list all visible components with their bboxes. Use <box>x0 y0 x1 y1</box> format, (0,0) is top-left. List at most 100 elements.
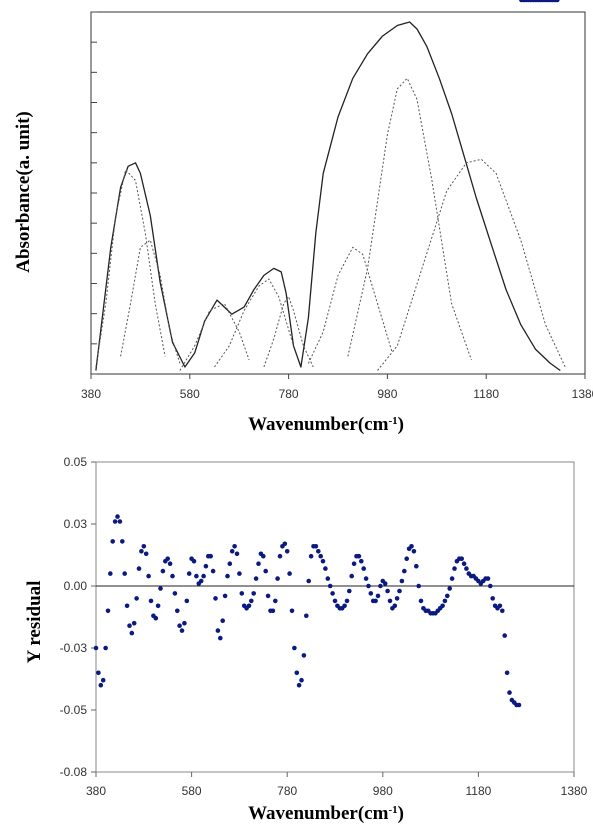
residual-point <box>120 539 125 544</box>
residual-point <box>105 608 111 614</box>
residual-point <box>320 558 326 564</box>
residual-point <box>368 591 374 596</box>
residual-point <box>504 670 510 676</box>
residual-x-tick-label: 380 <box>86 784 106 798</box>
absorbance-x-tick-label: 580 <box>180 387 200 401</box>
residual-y-tick-label: -0.03 <box>60 641 88 655</box>
residual-point <box>452 566 457 571</box>
absorbance-component-6 <box>307 246 393 364</box>
residual-point <box>282 541 288 547</box>
residual-point <box>148 598 154 604</box>
residual-point <box>399 578 405 584</box>
residual-point <box>143 551 149 557</box>
residual-point <box>131 620 137 626</box>
absorbance-component-5 <box>263 296 314 368</box>
residual-point <box>349 573 355 579</box>
absorbance-x-tick-label: 1380 <box>572 387 593 401</box>
residual-point <box>342 603 347 609</box>
residual-point <box>402 568 407 574</box>
residual-y-ticks: 0.05 0.03 0.00 -0.03 -0.05 -0.08 <box>60 455 96 779</box>
residual-point <box>129 630 135 636</box>
residual-point <box>373 598 378 604</box>
residual-point <box>277 553 283 559</box>
residual-point <box>488 583 493 589</box>
absorbance-series-group <box>95 21 566 372</box>
residual-point <box>234 551 240 557</box>
residual-point <box>263 568 269 574</box>
residual-point <box>134 596 139 601</box>
residual-point <box>485 576 491 581</box>
residual-y-tick-label: 0.05 <box>64 455 88 469</box>
absorbance-component-2 <box>120 239 181 364</box>
absorbance-spectrum-line <box>95 21 561 372</box>
absorbance-x-tick-label: 780 <box>279 387 299 401</box>
residual-point <box>287 571 292 576</box>
residual-point <box>218 635 223 641</box>
residual-point <box>222 593 228 599</box>
residual-point <box>445 593 450 599</box>
residual-x-ticks: 380 580 780 980 1180 1380 <box>86 772 588 798</box>
residual-point <box>110 539 115 544</box>
absorbance-plot-frame <box>90 11 586 375</box>
residual-point <box>356 553 362 559</box>
residual-x-tick-label: 580 <box>182 784 202 798</box>
residual-point <box>299 677 304 683</box>
residual-point <box>301 653 307 658</box>
residual-point <box>225 573 230 579</box>
residual-point <box>394 596 400 601</box>
residual-point <box>284 549 290 554</box>
residual-point <box>182 620 187 626</box>
residual-point <box>392 603 398 609</box>
residual-point <box>179 628 185 633</box>
residual-point <box>316 549 321 554</box>
residual-y-tick-label: -0.05 <box>60 703 88 717</box>
residual-point <box>500 608 505 614</box>
residual-point <box>153 615 159 621</box>
absorbance-y-axis-label: Absorbance(a. unit) <box>13 111 34 273</box>
residual-point <box>308 553 314 559</box>
residual-point <box>275 576 280 581</box>
residual-point <box>461 561 467 566</box>
absorbance-chart: 380 580 780 980 1180 1380 Absorbance(a. unit)… <box>13 11 593 435</box>
residual-point <box>239 591 245 596</box>
residual-point <box>273 598 278 604</box>
residual-point <box>220 618 225 623</box>
residual-point <box>375 593 381 599</box>
residual-point <box>246 603 252 609</box>
residual-point <box>172 591 178 596</box>
residual-point <box>447 586 453 591</box>
residual-point <box>414 563 419 569</box>
residual-point <box>440 603 445 609</box>
residual-point <box>382 581 388 586</box>
residual-point <box>387 598 393 604</box>
residual-point <box>294 670 300 676</box>
residual-point <box>253 576 259 581</box>
residual-point <box>237 571 242 576</box>
absorbance-component-8 <box>377 158 566 371</box>
residual-x-tick-label: 980 <box>373 784 393 798</box>
residual-point <box>347 588 352 594</box>
residual-point <box>304 613 309 619</box>
residual-point <box>256 561 261 566</box>
residual-point <box>313 544 319 549</box>
residual-point <box>404 556 410 561</box>
residual-point <box>327 583 333 589</box>
residual-point <box>136 566 142 571</box>
residual-point <box>502 633 508 638</box>
residual-point <box>449 576 455 581</box>
residual-point <box>203 563 209 569</box>
residual-point <box>330 591 335 596</box>
residual-point <box>361 566 367 571</box>
residual-point <box>170 573 175 579</box>
residual-point <box>146 573 151 579</box>
residual-point <box>201 573 206 579</box>
residual-point <box>141 544 147 549</box>
absorbance-component-1 <box>95 169 166 368</box>
residual-point <box>232 544 237 549</box>
residual-point <box>184 598 190 604</box>
residual-point <box>411 549 417 554</box>
residual-point <box>127 623 132 628</box>
residual-point <box>507 690 512 695</box>
residual-point <box>490 596 496 601</box>
